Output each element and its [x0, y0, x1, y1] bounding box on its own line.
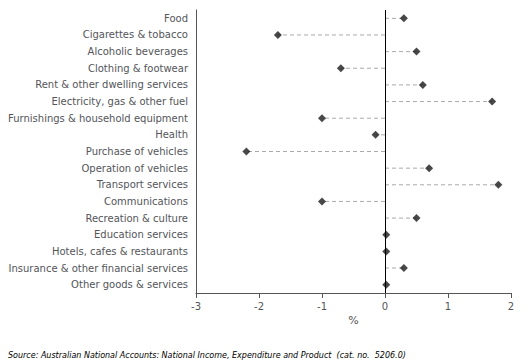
svg-text:-1: -1: [317, 301, 327, 312]
svg-text:Recreation & culture: Recreation & culture: [85, 213, 188, 224]
svg-text:Furnishings & household equipm: Furnishings & household equipment: [8, 113, 188, 124]
svg-text:2: 2: [508, 301, 514, 312]
svg-text:Food: Food: [164, 13, 188, 24]
svg-text:Clothing & footwear: Clothing & footwear: [88, 63, 189, 74]
svg-text:Source: Australian National Ac: Source: Australian National Accounts: Na…: [8, 351, 406, 360]
svg-text:Insurance & other financial se: Insurance & other financial services: [8, 263, 188, 274]
svg-text:-2: -2: [254, 301, 264, 312]
svg-text:Rent & other dwelling services: Rent & other dwelling services: [35, 79, 188, 90]
svg-text:%: %: [348, 314, 358, 327]
svg-text:1: 1: [445, 301, 451, 312]
svg-text:Electricity, gas & other fuel: Electricity, gas & other fuel: [52, 96, 188, 107]
svg-text:Hotels, cafes & restaurants: Hotels, cafes & restaurants: [52, 246, 188, 257]
svg-text:Operation of vehicles: Operation of vehicles: [81, 163, 188, 174]
svg-text:Alcoholic beverages: Alcoholic beverages: [88, 46, 188, 57]
svg-text:Cigarettes & tobacco: Cigarettes & tobacco: [83, 29, 188, 40]
svg-text:Communications: Communications: [104, 196, 188, 207]
svg-text:Other goods & services: Other goods & services: [71, 279, 188, 290]
svg-text:Purchase of vehicles: Purchase of vehicles: [86, 146, 188, 157]
svg-text:Transport services: Transport services: [96, 179, 188, 190]
svg-text:Health: Health: [155, 129, 188, 140]
svg-text:0: 0: [382, 301, 388, 312]
svg-text:-3: -3: [191, 301, 201, 312]
svg-text:Education services: Education services: [94, 229, 188, 240]
